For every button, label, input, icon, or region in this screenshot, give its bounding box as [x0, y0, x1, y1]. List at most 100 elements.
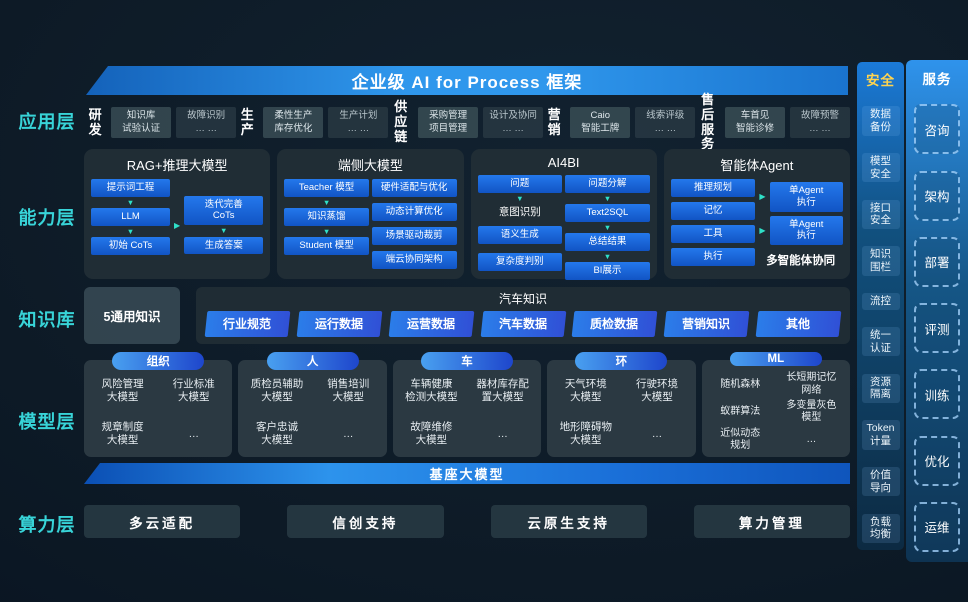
- knowledge-pill: 营销知识: [663, 311, 750, 337]
- arrow-down-icon: ▼: [516, 193, 524, 203]
- ai4bi-step: 语义生成: [477, 225, 563, 244]
- rag-step: 迭代完善 CoTs: [184, 195, 264, 226]
- knowledge-pill-label: 其他: [786, 317, 811, 331]
- knowledge-pill: 行业规范: [204, 311, 291, 337]
- security-item: 数据 备份: [861, 106, 900, 136]
- knowledge-pill-label: 汽车数据: [499, 317, 548, 331]
- ai4bi-step: Text2SQL: [565, 204, 650, 222]
- security-item: 价值 导向: [861, 467, 900, 497]
- model-item: 行驶环境 大模型: [636, 377, 679, 403]
- edge-step: Teacher 模型: [284, 179, 369, 197]
- ai4bi-step: 复杂度判别: [477, 252, 563, 271]
- security-title: 安全: [866, 73, 895, 88]
- knowledge-pill: 运营数据: [388, 311, 474, 337]
- agent-caption: 多智能体协同: [766, 255, 836, 268]
- knowledge-pill: 运行数据: [296, 311, 383, 337]
- model-item: 规章制度 大模型: [101, 421, 144, 447]
- app-box: 采购管理 项目管理: [418, 106, 479, 139]
- auto-knowledge-title: 汽车知识: [498, 292, 547, 306]
- panel-ai4bi: AI4BI 问题 ▼ 意图识别 语义生成 复杂度判别 问题分解 ▼ Text2S…: [470, 149, 657, 281]
- model-group-pill: 环: [575, 352, 668, 370]
- app-box: 车首见 智能诊修: [724, 106, 785, 139]
- app-group-label: 售后服务: [701, 91, 715, 152]
- panel-title: AI4BI: [547, 155, 580, 170]
- model-item: 长短期记忆 网络: [786, 372, 837, 396]
- model-item: 风险管理 大模型: [101, 377, 144, 403]
- rag-step: 初始 CoTs: [91, 237, 171, 256]
- app-group-label: 生产: [240, 106, 254, 137]
- arrow-right-icon: ▶: [759, 192, 766, 202]
- arrow-down-icon: ▼: [603, 193, 612, 203]
- app-box: 柔性生产 库存优化: [263, 106, 324, 139]
- security-item: 流控: [861, 293, 900, 310]
- model-item: 器材库存配 置大模型: [476, 377, 529, 403]
- knowledge-pill-label: 运行数据: [315, 317, 364, 331]
- app-group-rd: 研发 知识库 试验认证 故障识别 … …: [84, 106, 237, 139]
- edge-feature: 场景驱动裁剪: [371, 226, 457, 245]
- ai4bi-step: BI展示: [565, 262, 650, 281]
- ai4bi-step: 意图识别: [498, 206, 541, 219]
- app-box: 设计及协同 … …: [483, 106, 544, 139]
- agent-component: 推理规划: [670, 179, 756, 197]
- panel-title: 端侧大模型: [337, 158, 403, 173]
- model-layer-row: 组织 风险管理 大模型 行业标准 大模型 规章制度 大模型 … 人 质检员辅助 …: [84, 352, 851, 457]
- service-item: 部署: [914, 236, 960, 287]
- arrow-right-icon: ▶: [759, 225, 766, 235]
- edge-feature: 动态计算优化: [371, 202, 457, 221]
- application-layer-row: 研发 知识库 试验认证 故障识别 … … 生产 柔性生产 库存优化 生产计划 ……: [84, 92, 850, 151]
- layer-label-capability: 能力层: [18, 208, 76, 228]
- edge-step: 知识蒸馏: [284, 208, 369, 226]
- arrow-down-icon: ▼: [322, 197, 331, 207]
- app-group-after-sales: 售后服务 车首见 智能诊修 故障预警 … …: [695, 91, 850, 153]
- arrow-down-icon: ▼: [603, 223, 612, 232]
- service-item: 咨询: [914, 104, 960, 155]
- model-item: 蚁群算法: [720, 406, 761, 418]
- security-item: 统一 认证: [861, 327, 900, 357]
- knowledge-pill: 汽车数据: [480, 311, 566, 337]
- arrow-down-icon: ▼: [322, 227, 331, 236]
- compute-box: 算力管理: [693, 505, 850, 538]
- arrow-down-icon: ▼: [126, 197, 135, 207]
- compute-box: 信创支持: [287, 505, 444, 538]
- layer-label-model: 模型层: [18, 412, 76, 432]
- capability-layer-row: RAG+推理大模型 提示词工程 ▼ LLM ▼ 初始 CoTs ▶ 迭代完善 C…: [84, 149, 850, 281]
- knowledge-pill: 质检数据: [572, 311, 658, 337]
- app-box: 线索评级 … …: [635, 106, 696, 139]
- service-item: 训练: [914, 369, 960, 420]
- model-item: …: [651, 427, 663, 440]
- agent-execution: 单Agent 执行: [769, 215, 843, 246]
- knowledge-pill-label: 质检数据: [590, 317, 639, 331]
- app-group-production: 生产 柔性生产 库存优化 生产计划 … …: [236, 106, 389, 139]
- agent-component: 执行: [670, 247, 756, 266]
- compute-layer-row: 多云适配 信创支持 云原生支持 算力管理: [84, 505, 850, 538]
- model-item: 质检员辅助 大模型: [250, 377, 304, 403]
- model-item: 行业标准 大模型: [172, 377, 215, 403]
- agent-component: 工具: [670, 224, 756, 243]
- layer-label-knowledge: 知识库: [18, 310, 76, 330]
- foundation-model-bar: 基座大模型: [84, 463, 850, 484]
- model-item: …: [188, 427, 200, 440]
- model-item: 客户忠诚 大模型: [256, 421, 298, 447]
- model-group-pill: 车: [421, 352, 514, 370]
- model-item: 销售培训 大模型: [327, 377, 370, 403]
- layer-label-compute: 算力层: [18, 515, 76, 535]
- arrow-right-icon: ▶: [174, 220, 181, 230]
- service-title: 服务: [922, 72, 952, 87]
- app-box: 故障预警 … …: [789, 106, 850, 139]
- ai4bi-step: 问题: [477, 175, 563, 193]
- arrow-down-icon: ▼: [603, 252, 612, 262]
- ai4bi-step: 问题分解: [565, 175, 650, 193]
- rag-step: LLM: [91, 208, 171, 226]
- knowledge-pill-label: 运营数据: [407, 317, 456, 331]
- model-group-pill: 组织: [112, 352, 205, 370]
- app-box: 故障识别 … …: [176, 106, 237, 139]
- banner-title: 企业级 AI for Process 框架: [86, 66, 848, 95]
- model-group-ml: ML 随机森林 长短期记忆 网络 蚁群算法 多变量灰色 模型 近似动态 规划 …: [701, 352, 851, 457]
- service-item: 架构: [914, 170, 960, 221]
- security-item: 资源 隔离: [861, 373, 900, 403]
- auto-knowledge-panel: 汽车知识 行业规范 运行数据 运营数据 汽车数据 质检数据 营销知识 其他: [196, 287, 850, 344]
- model-group-vehicle: 车 车辆健康 检测大模型 器材库存配 置大模型 故障维修 大模型 …: [392, 352, 542, 457]
- model-item: …: [342, 427, 354, 440]
- model-item: 近似动态 规划: [720, 427, 761, 452]
